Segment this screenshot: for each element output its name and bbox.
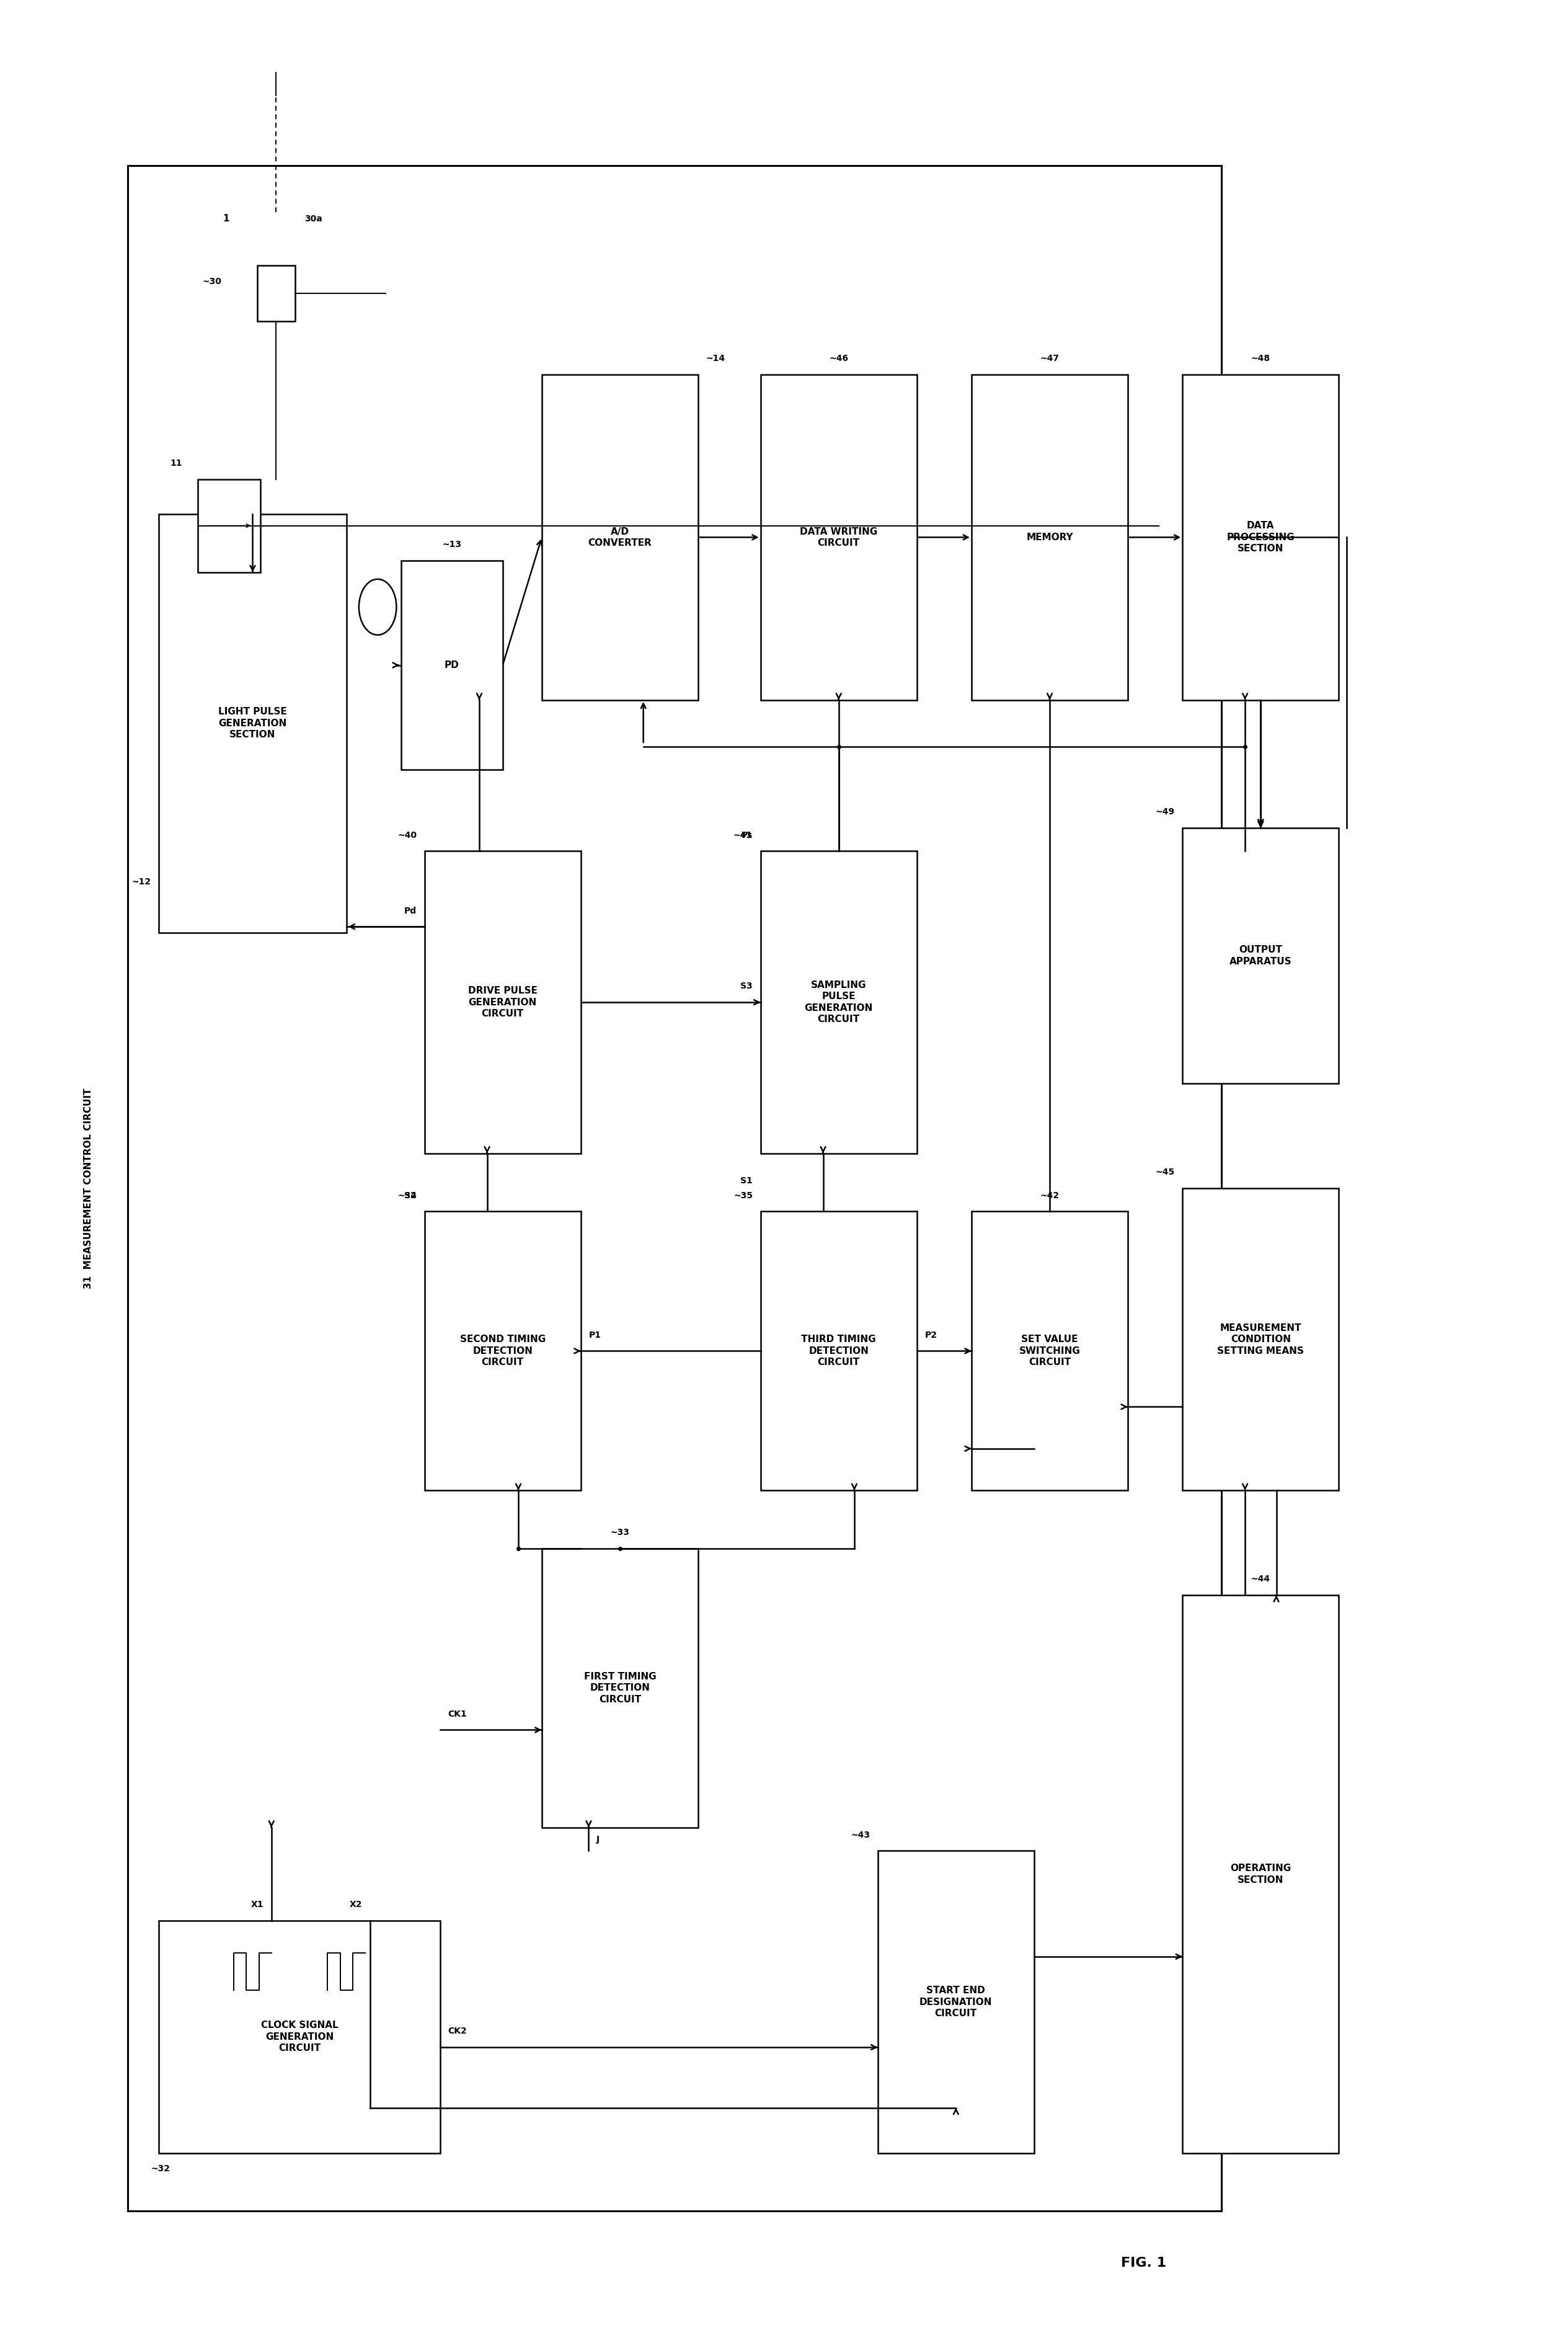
Text: ~43: ~43 xyxy=(851,1831,870,1838)
Text: DATA WRITING
CIRCUIT: DATA WRITING CIRCUIT xyxy=(800,527,878,548)
Text: MEMORY: MEMORY xyxy=(1025,534,1073,543)
Text: DATA
PROCESSING
SECTION: DATA PROCESSING SECTION xyxy=(1226,522,1295,555)
Text: SAMPLING
PULSE
GENERATION
CIRCUIT: SAMPLING PULSE GENERATION CIRCUIT xyxy=(804,981,873,1025)
Bar xyxy=(543,375,698,699)
Text: PD: PD xyxy=(445,659,459,669)
Text: Ps: Ps xyxy=(742,832,753,839)
Text: ~32: ~32 xyxy=(151,2165,171,2174)
Text: MEASUREMENT
CONDITION
SETTING MEANS: MEASUREMENT CONDITION SETTING MEANS xyxy=(1217,1323,1305,1356)
Text: ~30: ~30 xyxy=(202,277,221,287)
Text: ~42: ~42 xyxy=(1040,1191,1060,1200)
Text: 30a: 30a xyxy=(304,214,321,224)
Text: 31  MEASUREMENT CONTROL CIRCUIT: 31 MEASUREMENT CONTROL CIRCUIT xyxy=(85,1088,93,1288)
Text: X1: X1 xyxy=(251,1901,263,1908)
Bar xyxy=(425,850,580,1153)
Bar xyxy=(1182,827,1339,1083)
Bar xyxy=(425,1212,580,1491)
Text: ~35: ~35 xyxy=(734,1191,753,1200)
Bar xyxy=(1182,1596,1339,2153)
Text: S2: S2 xyxy=(405,1191,417,1200)
Bar xyxy=(760,1212,917,1491)
Text: ~44: ~44 xyxy=(1251,1575,1270,1584)
Text: Pd: Pd xyxy=(405,906,417,916)
Text: ~12: ~12 xyxy=(132,878,151,885)
Bar xyxy=(760,375,917,699)
Bar xyxy=(1182,375,1339,699)
Text: 11: 11 xyxy=(171,459,182,468)
Bar xyxy=(1182,1188,1339,1491)
Text: A/D
CONVERTER: A/D CONVERTER xyxy=(588,527,652,548)
Text: ~13: ~13 xyxy=(442,541,461,550)
Bar xyxy=(878,1850,1033,2153)
Text: LIGHT PULSE
GENERATION
SECTION: LIGHT PULSE GENERATION SECTION xyxy=(218,706,287,739)
Text: DRIVE PULSE
GENERATION
CIRCUIT: DRIVE PULSE GENERATION CIRCUIT xyxy=(467,986,538,1018)
Text: OUTPUT
APPARATUS: OUTPUT APPARATUS xyxy=(1229,946,1292,967)
Bar xyxy=(158,1920,441,2153)
Text: SET VALUE
SWITCHING
CIRCUIT: SET VALUE SWITCHING CIRCUIT xyxy=(1019,1335,1080,1368)
Text: ~40: ~40 xyxy=(398,832,417,839)
Bar xyxy=(158,515,347,932)
Text: ~49: ~49 xyxy=(1156,809,1174,815)
Text: ~46: ~46 xyxy=(829,354,848,363)
Bar xyxy=(543,1549,698,1827)
Text: J: J xyxy=(596,1834,599,1843)
Bar xyxy=(972,375,1127,699)
Text: ~48: ~48 xyxy=(1251,354,1270,363)
Text: CK2: CK2 xyxy=(448,2027,467,2036)
Text: ~34: ~34 xyxy=(398,1191,417,1200)
Text: S3: S3 xyxy=(740,981,753,990)
Bar xyxy=(760,850,917,1153)
Text: ~45: ~45 xyxy=(1156,1167,1174,1177)
Text: 1: 1 xyxy=(223,214,229,224)
Text: ~47: ~47 xyxy=(1040,354,1060,363)
Text: P2: P2 xyxy=(925,1330,938,1340)
Text: OPERATING
SECTION: OPERATING SECTION xyxy=(1231,1864,1290,1885)
Text: P1: P1 xyxy=(588,1330,601,1340)
Text: CK1: CK1 xyxy=(448,1710,467,1717)
Bar xyxy=(198,480,260,573)
Text: SECOND TIMING
DETECTION
CIRCUIT: SECOND TIMING DETECTION CIRCUIT xyxy=(459,1335,546,1368)
Bar xyxy=(127,165,1221,2211)
Text: START END
DESIGNATION
CIRCUIT: START END DESIGNATION CIRCUIT xyxy=(919,1985,993,2018)
Bar xyxy=(257,266,295,322)
Text: X2: X2 xyxy=(350,1901,362,1908)
Text: FIRST TIMING
DETECTION
CIRCUIT: FIRST TIMING DETECTION CIRCUIT xyxy=(583,1673,655,1703)
Text: S1: S1 xyxy=(740,1177,753,1186)
Text: ~14: ~14 xyxy=(706,354,724,363)
Text: THIRD TIMING
DETECTION
CIRCUIT: THIRD TIMING DETECTION CIRCUIT xyxy=(801,1335,877,1368)
Text: FIG. 1: FIG. 1 xyxy=(1121,2258,1167,2269)
Text: CLOCK SIGNAL
GENERATION
CIRCUIT: CLOCK SIGNAL GENERATION CIRCUIT xyxy=(260,2020,339,2053)
Bar xyxy=(972,1212,1127,1491)
Bar xyxy=(401,562,503,769)
Text: ~33: ~33 xyxy=(610,1528,629,1538)
Text: ~41: ~41 xyxy=(734,832,753,839)
